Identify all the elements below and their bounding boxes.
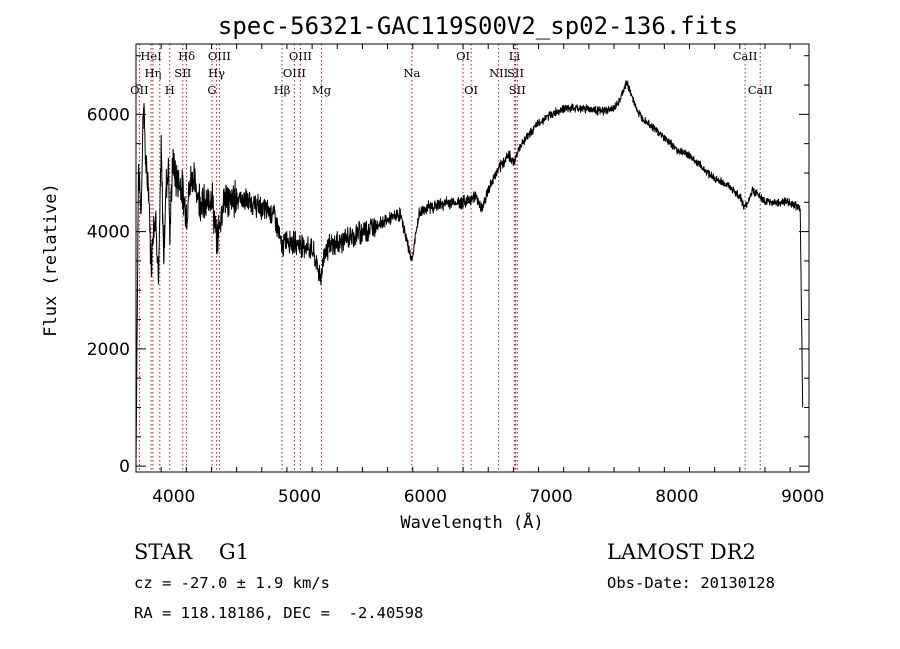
x-axis-label: Wavelength (Å) xyxy=(400,511,543,530)
line-label: CaII xyxy=(733,49,758,63)
line-label: Mg xyxy=(312,83,332,97)
x-tick-label: 5000 xyxy=(278,487,321,507)
x-tick-label: 6000 xyxy=(404,487,447,507)
line-label: OI xyxy=(464,83,478,97)
line-label: OI xyxy=(456,49,470,63)
line-label: Hη xyxy=(145,66,162,80)
y-tick-label: 0 xyxy=(119,457,130,477)
y-tick-label: 2000 xyxy=(87,340,130,360)
chart-title: spec-56321-GAC119S00V2_sp02-136.fits xyxy=(218,12,738,40)
line-label: OIII xyxy=(289,49,312,63)
spectrum-line xyxy=(135,80,804,467)
survey-name: LAMOST DR2 xyxy=(607,540,756,564)
line-label: G xyxy=(207,83,216,97)
obs-date: Obs-Date: 20130128 xyxy=(607,574,775,592)
line-label: Na xyxy=(403,66,420,80)
line-label: OII xyxy=(130,83,149,97)
line-label: Hβ xyxy=(274,83,291,97)
x-tick-label: 4000 xyxy=(152,487,195,507)
y-axis-label: Flux (relative) xyxy=(41,183,61,337)
line-label: SII xyxy=(507,66,524,80)
redshift-text: cz = -27.0 ± 1.9 km/s xyxy=(134,574,330,592)
line-label: H xyxy=(165,83,175,97)
plot-frame xyxy=(135,43,810,473)
line-label: SII xyxy=(509,83,526,97)
line-label: CaII xyxy=(748,83,773,97)
object-class: STAR G1 xyxy=(134,540,250,564)
y-tick-label: 6000 xyxy=(87,105,130,125)
x-tick-label: 9000 xyxy=(781,487,824,507)
line-label: Hδ xyxy=(178,49,195,63)
ra-dec: RA = 118.18186, DEC = -2.40598 xyxy=(134,604,424,622)
y-axis: 0 2000 4000 6000 xyxy=(87,55,809,477)
x-tick-label: 8000 xyxy=(655,487,698,507)
line-label: HeI xyxy=(140,49,161,63)
x-axis: 4000 5000 6000 7000 8000 9000 xyxy=(135,44,824,507)
spectrum-chart: spec-56321-GAC119S00V2_sp02-136.fits OII… xyxy=(41,12,824,530)
line-label: OIII xyxy=(283,66,306,80)
line-label: Hγ xyxy=(208,66,225,80)
line-label: Li xyxy=(509,49,521,63)
line-label: SII xyxy=(174,66,191,80)
spectrum-series xyxy=(135,80,804,467)
line-label: NII xyxy=(489,66,508,80)
spectral-line-markers: OII HeI HηH SII Hδ G Hγ OIII Hβ OIII OIII Mg Na OI OI N… xyxy=(130,44,773,472)
line-label: OIII xyxy=(208,49,231,63)
x-tick-label: 7000 xyxy=(529,487,572,507)
y-tick-label: 4000 xyxy=(87,223,130,243)
